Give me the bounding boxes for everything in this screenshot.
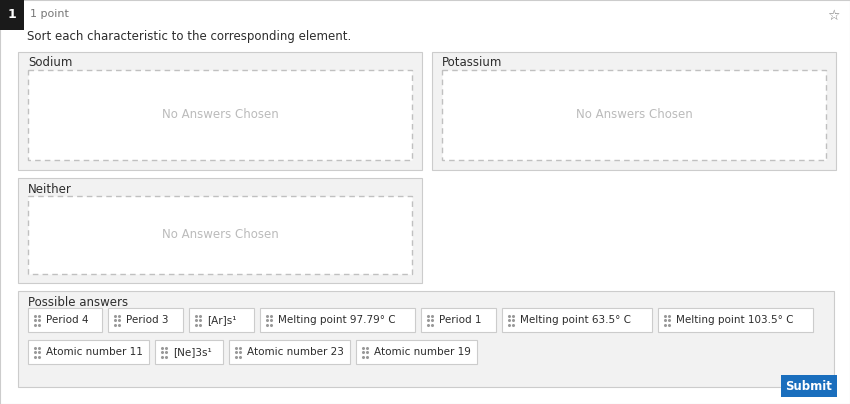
Bar: [432, 52, 836, 170]
Bar: [658, 308, 813, 332]
Bar: [422, 308, 496, 332]
Bar: [18, 178, 422, 283]
Text: [Ar]s¹: [Ar]s¹: [207, 315, 236, 325]
Text: Sodium: Sodium: [28, 56, 72, 69]
Bar: [502, 308, 652, 332]
Bar: [230, 340, 350, 364]
Text: Neither: Neither: [28, 183, 72, 196]
Text: No Answers Chosen: No Answers Chosen: [162, 109, 278, 122]
Text: Period 4: Period 4: [46, 315, 88, 325]
Bar: [189, 308, 254, 332]
Bar: [18, 52, 422, 170]
Text: 1 point: 1 point: [30, 9, 69, 19]
Bar: [260, 308, 416, 332]
Bar: [356, 340, 477, 364]
Bar: [28, 340, 149, 364]
Text: Possible answers: Possible answers: [28, 296, 128, 309]
Text: Atomic number 11: Atomic number 11: [46, 347, 143, 357]
Text: Melting point 97.79° C: Melting point 97.79° C: [278, 315, 395, 325]
Text: Melting point 103.5° C: Melting point 103.5° C: [676, 315, 793, 325]
Bar: [109, 308, 183, 332]
Text: Sort each characteristic to the corresponding element.: Sort each characteristic to the correspo…: [27, 30, 351, 43]
Bar: [18, 291, 834, 387]
Text: Melting point 63.5° C: Melting point 63.5° C: [520, 315, 631, 325]
Bar: [442, 70, 826, 160]
Bar: [155, 340, 224, 364]
Text: Period 3: Period 3: [127, 315, 169, 325]
Bar: [781, 375, 837, 397]
Text: Potassium: Potassium: [442, 56, 502, 69]
Text: ☆: ☆: [827, 9, 839, 23]
Text: No Answers Chosen: No Answers Chosen: [162, 229, 278, 242]
Text: [Ne]3s¹: [Ne]3s¹: [173, 347, 212, 357]
Bar: [28, 70, 412, 160]
Bar: [0, 0, 24, 30]
Text: Submit: Submit: [785, 379, 832, 393]
Text: Atomic number 23: Atomic number 23: [247, 347, 344, 357]
Text: 1: 1: [8, 8, 16, 21]
Text: Period 1: Period 1: [439, 315, 482, 325]
Text: Atomic number 19: Atomic number 19: [374, 347, 471, 357]
Bar: [28, 308, 102, 332]
Bar: [28, 196, 412, 274]
Text: No Answers Chosen: No Answers Chosen: [575, 109, 693, 122]
